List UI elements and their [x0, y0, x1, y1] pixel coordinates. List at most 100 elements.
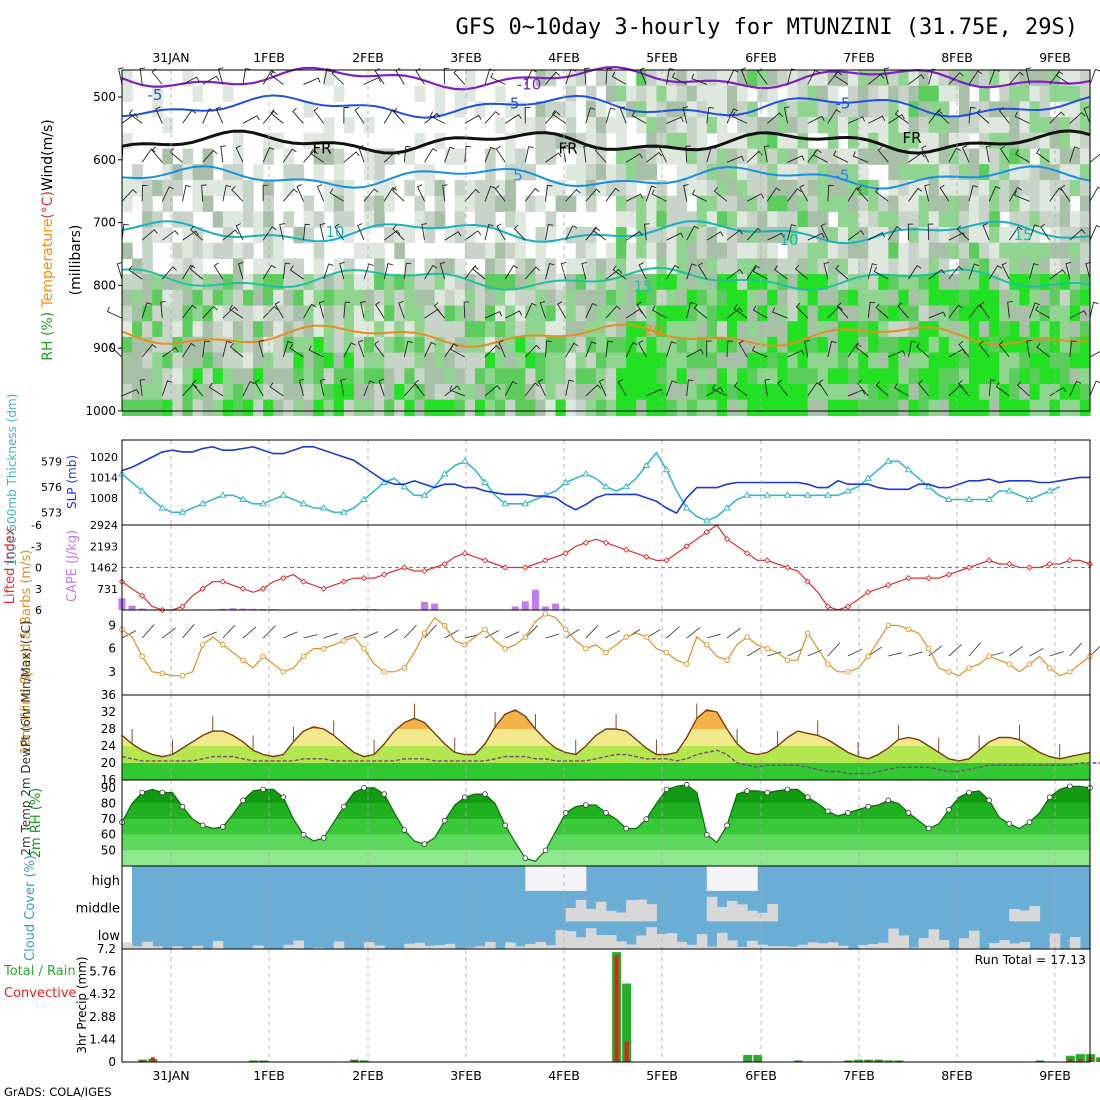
rh-cell: [1079, 352, 1091, 369]
wind-barb: [874, 187, 889, 202]
thickness-marker: [723, 504, 731, 511]
rh-cell: [767, 321, 779, 338]
date-bottom: 4FEB: [548, 1068, 580, 1083]
isotherm-label: -5: [835, 167, 850, 185]
lifted-index-marker: [219, 578, 226, 585]
rh-cell: [908, 399, 920, 417]
rh-cell: [686, 368, 698, 385]
rh-cell: [908, 195, 920, 212]
wind-barb: [237, 261, 244, 280]
rh-cell: [1079, 258, 1091, 275]
rh-cell: [202, 289, 214, 307]
rh-tick: 70: [101, 812, 116, 826]
rh-cell: [908, 70, 920, 87]
rh-cell: [928, 132, 940, 150]
rh-cell: [837, 148, 849, 165]
rh-cell: [646, 226, 658, 244]
rh-cell: [827, 164, 839, 181]
wind-barb-10m: [1049, 651, 1064, 657]
rh-cell: [1079, 132, 1091, 150]
rh-cell: [273, 305, 284, 322]
rh-cell: [525, 352, 537, 369]
rh-cell: [999, 336, 1010, 354]
rh-marker: [220, 824, 226, 830]
rh-cell: [192, 258, 204, 275]
rh-cell: [424, 383, 436, 401]
rh-cell: [817, 70, 829, 87]
run-total: Run Total = 17.13: [975, 952, 1086, 967]
rh-cell: [716, 258, 728, 275]
rh-cell: [848, 179, 859, 197]
rh-cell: [666, 258, 678, 275]
rh-cell: [696, 321, 708, 338]
rh-cell: [817, 274, 829, 291]
rh-cell: [1039, 352, 1051, 369]
rh-cell: [797, 195, 809, 212]
rh-cell: [263, 289, 274, 307]
cloud-low: [515, 946, 526, 949]
rh-cell: [414, 305, 426, 322]
rh-cell: [545, 321, 557, 338]
rh-cell: [898, 148, 910, 165]
lifted-index-marker: [522, 564, 529, 571]
rh-cell: [837, 70, 849, 87]
rh-cell: [787, 258, 799, 275]
wind-barb: [282, 188, 298, 202]
rh-cell: [918, 399, 930, 417]
rh-cell: [253, 274, 264, 291]
rh-cell: [182, 399, 194, 417]
wind-barb-10m: [787, 648, 802, 657]
wind-barb: [1065, 261, 1072, 280]
thickness-marker: [339, 508, 348, 515]
rh-cell: [868, 383, 879, 401]
rh-cell: [495, 85, 506, 103]
rh-marker: [764, 789, 771, 796]
wind-barb: [598, 378, 607, 397]
cloud-low: [686, 944, 698, 949]
wind-barb: [908, 74, 925, 85]
rh-cell: [202, 368, 214, 385]
rh-cell: [353, 274, 365, 291]
wind-speed-marker: [764, 645, 771, 652]
rh-cell: [485, 399, 496, 417]
rh-cell: [787, 164, 799, 181]
rh-marker: [361, 785, 367, 791]
rh-cell: [364, 195, 375, 212]
rh-cell: [636, 195, 647, 212]
wind-speed-marker: [986, 653, 992, 660]
rh-cell: [787, 305, 799, 322]
rh-cell: [616, 399, 627, 417]
rh-cell: [1009, 336, 1021, 354]
rh-cell: [273, 274, 284, 291]
rh-cell: [182, 226, 194, 244]
rh-cell: [706, 274, 718, 291]
rh-cell: [666, 368, 678, 385]
slp-line: [121, 445, 1090, 515]
rh-cell: [727, 242, 738, 260]
wind-barb: [827, 184, 834, 202]
rh-cell: [969, 399, 980, 417]
rh-cell: [565, 399, 577, 417]
wind-barb-10m: [303, 634, 318, 639]
rh-cell: [172, 368, 184, 385]
wind-barb: [139, 378, 146, 396]
cloud-low: [253, 945, 264, 949]
rh-cell: [777, 164, 789, 181]
wind-barb: [490, 72, 506, 85]
wind-speed-marker: [804, 630, 811, 636]
wind-barb: [1036, 343, 1050, 358]
rh-cell: [868, 368, 879, 385]
rh-cell: [636, 289, 647, 307]
rh-cell: [868, 70, 879, 87]
wind-barb: [375, 301, 385, 319]
rh-cell: [999, 368, 1010, 385]
rh-cell: [374, 321, 385, 338]
rh-cell: [1059, 399, 1071, 417]
rh-cell: [364, 274, 375, 291]
rh-cell: [374, 305, 385, 322]
rh-cell: [394, 274, 405, 291]
cloud-low: [666, 933, 678, 949]
wind-barb: [106, 306, 123, 319]
rh-cell: [626, 352, 637, 369]
rh-cell: [555, 336, 567, 354]
